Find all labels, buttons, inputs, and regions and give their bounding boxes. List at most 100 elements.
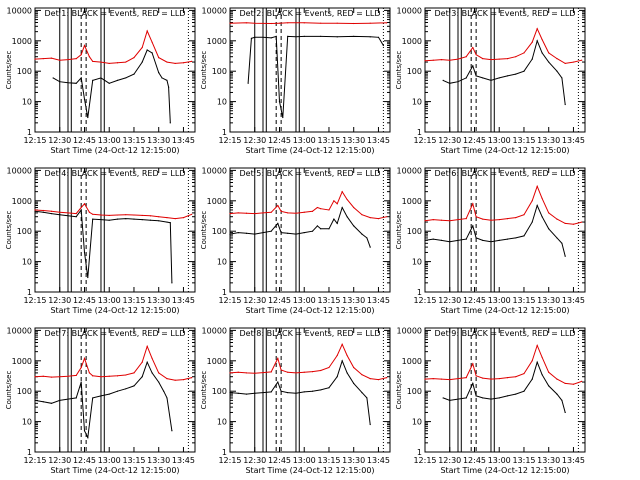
series-point-lld	[125, 61, 127, 63]
series-point-events	[83, 430, 86, 432]
series-point-events	[449, 399, 451, 401]
series-point-lld	[182, 62, 185, 64]
series-point-lld	[133, 214, 135, 216]
y-tick-label: 10	[217, 418, 227, 427]
series-point-events	[564, 103, 566, 106]
y-tick-label: 10000	[202, 166, 227, 175]
series-point-events	[382, 44, 385, 47]
series-point-lld	[498, 58, 500, 60]
x-tick-label: 13:30	[147, 456, 170, 465]
series-point-events	[34, 399, 36, 401]
x-tick-label: 12:30	[243, 296, 266, 305]
series-point-events	[369, 246, 371, 248]
y-tick-label: 100	[212, 227, 227, 236]
series-point-lld	[572, 223, 575, 225]
series-point-lld	[237, 371, 239, 373]
series-line-events	[424, 204, 566, 257]
series-point-lld	[75, 374, 77, 377]
series-point-events	[108, 219, 110, 221]
series-point-events	[336, 36, 338, 38]
series-point-events	[67, 215, 69, 217]
series-point-lld	[581, 59, 583, 61]
series-point-lld	[280, 210, 282, 212]
series-point-lld	[424, 220, 426, 222]
series-point-lld	[548, 212, 550, 214]
y-tick-label: 10	[217, 98, 227, 107]
series-point-events	[169, 222, 171, 224]
series-point-events	[229, 391, 231, 394]
y-tick-label: 100	[17, 387, 32, 396]
series-point-events	[541, 374, 543, 376]
plot-frame	[34, 167, 196, 293]
series-point-lld	[457, 377, 459, 380]
series-point-lld	[472, 203, 474, 205]
y-tick-label: 1000	[207, 197, 227, 206]
series-point-events	[247, 82, 249, 84]
series-point-lld	[536, 344, 538, 347]
series-point-lld	[386, 377, 388, 379]
series-point-events	[67, 82, 69, 84]
series-point-events	[275, 35, 277, 37]
series-point-events	[42, 401, 44, 403]
series-point-events	[303, 35, 305, 37]
series-point-lld	[67, 212, 69, 214]
series-point-events	[270, 230, 272, 232]
series-point-events	[472, 382, 474, 385]
y-tick-label: 100	[407, 227, 422, 236]
series-point-lld	[556, 378, 558, 380]
series-point-lld	[506, 377, 509, 379]
y-tick-label: 1	[417, 448, 422, 457]
series-point-events	[498, 239, 500, 241]
series-point-events	[442, 397, 444, 399]
series-point-events	[151, 372, 153, 374]
series-point-lld	[42, 375, 44, 377]
series-point-lld	[83, 44, 86, 47]
series-point-events	[361, 391, 363, 394]
series-point-lld	[333, 200, 335, 202]
series-point-lld	[141, 361, 143, 363]
series-point-events	[328, 228, 330, 230]
series-point-lld	[336, 203, 338, 205]
x-tick-label: 12:30	[438, 456, 461, 465]
series-point-events	[515, 393, 517, 395]
series-point-events	[506, 75, 509, 77]
series-point-events	[116, 79, 119, 81]
x-axis-label: Start Time (24-Oct-12 12:15:00)	[245, 146, 374, 155]
series-point-lld	[125, 374, 127, 376]
series-point-lld	[572, 383, 575, 385]
series-point-events	[490, 241, 492, 243]
series-point-events	[254, 36, 256, 38]
series-point-lld	[50, 57, 53, 59]
series-point-lld	[278, 22, 281, 24]
x-axis-label: Start Time (24-Oct-12 12:15:00)	[50, 146, 179, 155]
y-tick-label: 1	[222, 288, 227, 297]
series-point-events	[536, 40, 538, 42]
plot-frame	[229, 167, 391, 293]
series-point-events	[80, 381, 82, 383]
y-tick-label: 1	[417, 128, 422, 137]
y-axis-label: Counts/sec	[5, 211, 13, 250]
series-point-events	[541, 52, 543, 54]
series-point-lld	[191, 213, 193, 215]
series-point-lld	[432, 59, 434, 61]
series-point-events	[490, 79, 492, 81]
plot-frame	[424, 167, 586, 293]
series-point-lld	[133, 57, 135, 59]
series-point-lld	[353, 22, 355, 25]
x-tick-label: 12:45	[73, 456, 96, 465]
series-point-events	[116, 218, 119, 220]
series-point-lld	[108, 375, 110, 377]
series-point-lld	[141, 214, 143, 217]
y-tick-label: 1	[222, 128, 227, 137]
series-point-events	[250, 37, 253, 39]
y-tick-label: 10000	[397, 6, 422, 15]
series-point-events	[449, 82, 451, 84]
series-point-lld	[34, 209, 36, 211]
x-tick-label: 13:00	[98, 296, 121, 305]
panel-title: Det 3: BLACK = Events, RED = LLD	[435, 9, 576, 18]
series-point-events	[556, 70, 558, 72]
series-line-events	[34, 208, 173, 283]
y-tick-label: 10000	[397, 166, 422, 175]
x-tick-label: 13:00	[488, 456, 511, 465]
series-point-events	[42, 211, 44, 213]
